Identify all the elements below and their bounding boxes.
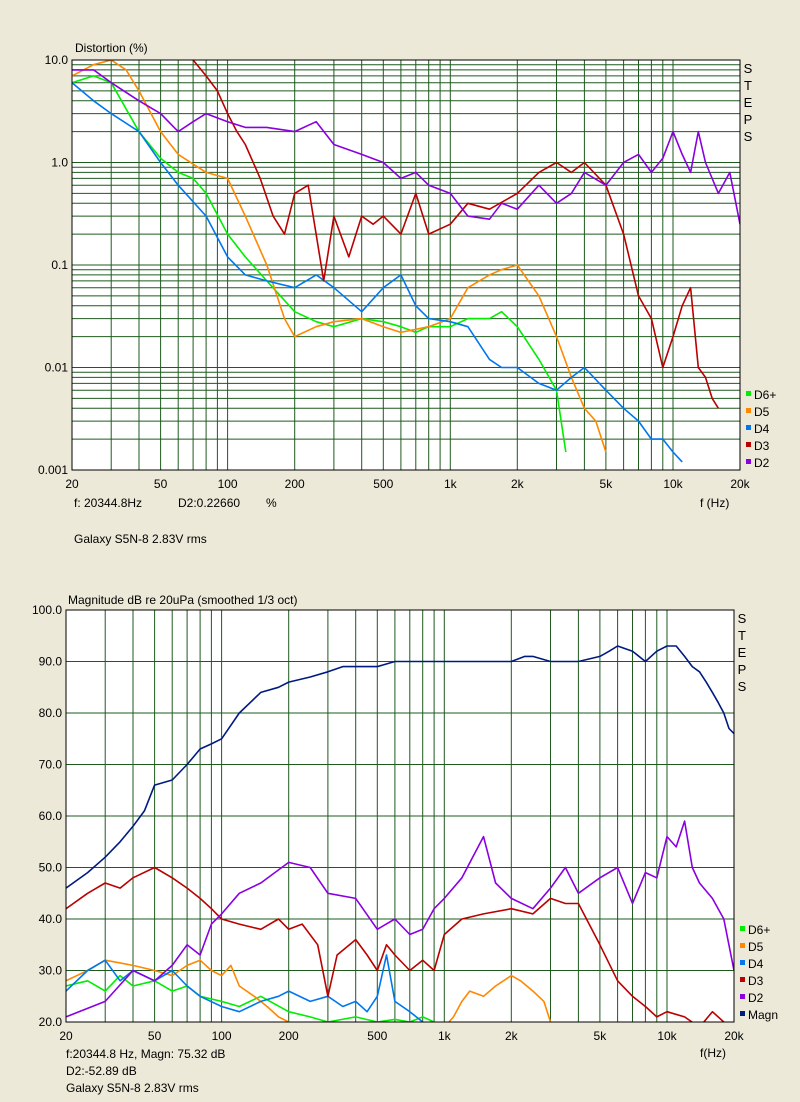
distortion-x-tick-label: 5k — [600, 477, 614, 491]
magnitude-y-tick-label: 50.0 — [39, 861, 63, 875]
magnitude-chart-title: Magnitude dB re 20uPa (smoothed 1/3 oct) — [68, 593, 297, 607]
distortion-x-tick-label: 500 — [373, 477, 393, 491]
magnitude-legend-label: D3 — [748, 974, 764, 988]
distortion-series-d6-line — [72, 75, 567, 453]
magnitude-y-tick-label: 30.0 — [39, 964, 63, 978]
distortion-y-tick-label: 0.001 — [38, 463, 68, 477]
magnitude-y-tick-label: 20.0 — [39, 1015, 63, 1029]
magnitude-x-tick-label: 50 — [148, 1029, 162, 1043]
distortion-x-axis-label: f (Hz) — [700, 496, 729, 510]
magnitude-y-tick-label: 40.0 — [39, 912, 63, 926]
distortion-legend-label: D5 — [754, 405, 770, 419]
magnitude-legend-swatch — [740, 943, 745, 948]
magnitude-legend-swatch — [740, 960, 745, 965]
distortion-legend-swatch — [746, 442, 751, 447]
distortion-x-tick-label: 200 — [285, 477, 305, 491]
magnitude-y-tick-label: 90.0 — [39, 655, 63, 669]
distortion-y-tick-label: 0.1 — [51, 258, 68, 272]
magnitude-series-d2-line — [66, 820, 734, 1018]
distortion-y-tick-label: 10.0 — [45, 53, 69, 67]
magnitude-x-tick-label: 10k — [657, 1029, 677, 1043]
distortion-readout-unit: % — [266, 496, 277, 510]
distortion-steps-letter: S — [744, 129, 753, 144]
distortion-steps-letter: T — [744, 78, 752, 93]
magnitude-x-tick-label: 200 — [279, 1029, 299, 1043]
magnitude-x-tick-label: 100 — [212, 1029, 232, 1043]
distortion-legend-swatch — [746, 459, 751, 464]
magnitude-legend-label: D2 — [748, 991, 764, 1005]
magnitude-chart: Magnitude dB re 20uPa (smoothed 1/3 oct)… — [32, 593, 778, 1095]
magnitude-series-d3-line — [66, 866, 726, 1022]
distortion-x-tick-label: 100 — [218, 477, 238, 491]
distortion-x-tick-label: 20k — [730, 477, 750, 491]
distortion-series-d3-line — [192, 60, 720, 409]
distortion-x-tick-label: 50 — [154, 477, 168, 491]
distortion-y-tick-label: 1.0 — [51, 156, 68, 170]
magnitude-legend-label: Magn — [748, 1008, 778, 1022]
distortion-legend-label: D3 — [754, 439, 770, 453]
magnitude-legend-label: D5 — [748, 940, 764, 954]
magnitude-x-axis-label: f(Hz) — [700, 1046, 726, 1060]
distortion-steps-letter: S — [744, 61, 753, 76]
distortion-series-d2-line — [72, 69, 740, 225]
distortion-x-tick-label: 1k — [444, 477, 458, 491]
magnitude-steps-letter: S — [738, 611, 747, 626]
magnitude-legend-swatch — [740, 926, 745, 931]
distortion-chart-title: Distortion (%) — [75, 41, 148, 55]
distortion-legend-swatch — [746, 391, 751, 396]
distortion-steps-letter: E — [744, 95, 753, 110]
magnitude-legend-label: D6+ — [748, 923, 770, 937]
distortion-readout-frequency: f: 20344.8Hz — [74, 496, 142, 510]
distortion-legend-swatch — [746, 408, 751, 413]
distortion-legend-label: D6+ — [754, 388, 776, 402]
magnitude-steps-letter: T — [738, 628, 746, 643]
distortion-legend-label: D2 — [754, 456, 770, 470]
magnitude-x-tick-label: 20k — [724, 1029, 744, 1043]
magnitude-y-tick-label: 70.0 — [39, 758, 63, 772]
distortion-plot-frame — [71, 59, 741, 471]
magnitude-plot-frame — [65, 609, 735, 1023]
distortion-x-tick-label: 2k — [511, 477, 525, 491]
magnitude-series-magn-line — [66, 645, 734, 889]
magnitude-legend-label: D4 — [748, 957, 764, 971]
distortion-readout-value: D2:0.22660 — [178, 496, 240, 510]
magnitude-steps-letter: S — [738, 679, 747, 694]
magnitude-legend-swatch — [740, 1011, 745, 1016]
magnitude-x-tick-label: 500 — [367, 1029, 387, 1043]
magnitude-y-tick-label: 60.0 — [39, 809, 63, 823]
magnitude-x-tick-label: 5k — [594, 1029, 608, 1043]
magnitude-readout-line-2: D2:-52.89 dB — [66, 1064, 137, 1078]
distortion-chart: Distortion (%) 10.0 1.0 0.1 0.01 0.001 20 50 1… — [38, 41, 776, 546]
distortion-series-d5-line — [72, 60, 607, 453]
magnitude-x-tick-label: 2k — [505, 1029, 519, 1043]
distortion-x-tick-label: 20 — [65, 477, 79, 491]
magnitude-y-tick-label: 80.0 — [39, 706, 63, 720]
distortion-steps-letter: P — [744, 112, 753, 127]
magnitude-legend-swatch — [740, 977, 745, 982]
magnitude-readout-line-1: f:20344.8 Hz, Magn: 75.32 dB — [66, 1047, 225, 1061]
magnitude-y-tick-label: 100.0 — [32, 603, 62, 617]
distortion-legend-swatch — [746, 425, 751, 430]
magnitude-steps-letter: P — [738, 662, 747, 677]
magnitude-legend-swatch — [740, 994, 745, 999]
distortion-y-tick-label: 0.01 — [45, 361, 69, 375]
distortion-series-d4-line — [72, 82, 683, 463]
magnitude-steps-letter: E — [738, 645, 747, 660]
magnitude-x-tick-label: 1k — [438, 1029, 452, 1043]
distortion-legend-label: D4 — [754, 422, 770, 436]
distortion-caption: Galaxy S5N-8 2.83V rms — [74, 532, 207, 546]
magnitude-x-tick-label: 20 — [59, 1029, 73, 1043]
distortion-x-tick-label: 10k — [663, 477, 683, 491]
magnitude-readout-line-3: Galaxy S5N-8 2.83V rms — [66, 1081, 199, 1095]
